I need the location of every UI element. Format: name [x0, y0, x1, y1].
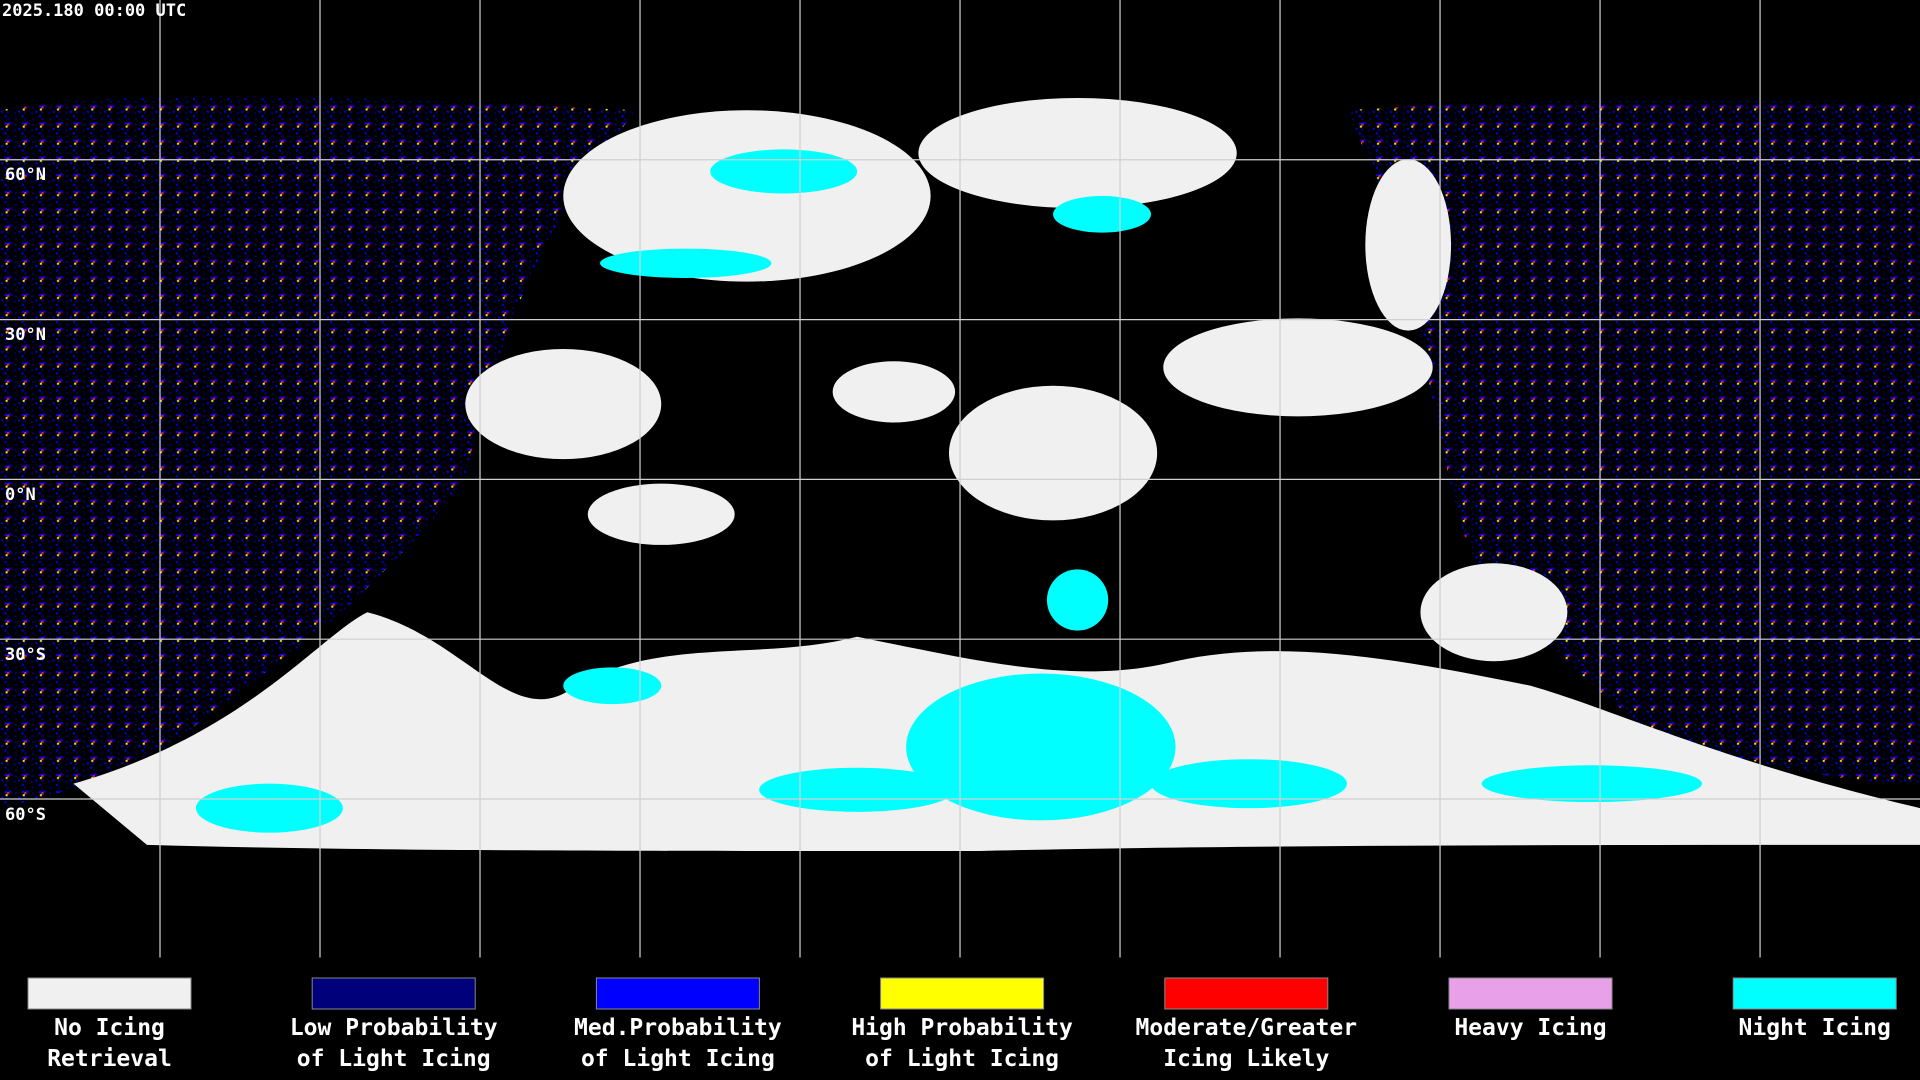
- cloud: [832, 361, 956, 423]
- cloud: [600, 248, 772, 278]
- cloud: [195, 783, 343, 833]
- legend-label: Heavy Icing: [1454, 1015, 1606, 1041]
- legend-label: of Light Icing: [581, 1046, 775, 1072]
- cloud: [465, 348, 662, 460]
- legend-swatch: [1164, 977, 1329, 1010]
- night-retrieval-area: [1346, 100, 1920, 784]
- latitude-labels: 60°N 30°N 0°N 30°S 60°S: [5, 165, 46, 825]
- cloud: [1163, 318, 1433, 417]
- legend-label: Med.Probability: [574, 1015, 782, 1041]
- cloud: [563, 667, 662, 705]
- cloud: [1151, 759, 1347, 809]
- legend-swatch: [1732, 977, 1897, 1010]
- cloud: [587, 483, 735, 545]
- latitude-label: 60°N: [5, 165, 46, 185]
- cloud: [1365, 159, 1452, 331]
- cloud: [906, 673, 1176, 821]
- cloud: [1420, 563, 1568, 662]
- legend-swatch: [311, 977, 476, 1010]
- cloud: [1046, 569, 1109, 631]
- legend-swatch: [880, 977, 1045, 1010]
- latitude-label: 0°N: [5, 485, 36, 505]
- latitude-label: 60°S: [5, 805, 46, 825]
- legend-swatch: [1448, 977, 1613, 1010]
- legend-label: High Probability: [851, 1015, 1073, 1041]
- legend-label: Icing Likely: [1163, 1046, 1329, 1072]
- legend-label: Night Icing: [1739, 1015, 1891, 1041]
- legend-label: No Icing: [54, 1015, 165, 1041]
- timestamp: 2025.180 00:00 UTC: [2, 1, 186, 21]
- cloud: [563, 110, 931, 282]
- legend-label: of Light Icing: [297, 1046, 491, 1072]
- legend-swatch: [27, 977, 192, 1010]
- cloud: [918, 97, 1237, 209]
- cloud: [759, 767, 956, 812]
- legend-label: Low Probability: [290, 1015, 498, 1041]
- night-retrieval-area: [0, 96, 637, 809]
- cloud: [948, 385, 1158, 521]
- graticule: [0, 0, 1920, 958]
- latitude-label: 30°S: [5, 645, 46, 665]
- legend-label: of Light Icing: [865, 1046, 1059, 1072]
- map: [0, 0, 1920, 958]
- legend: No Icing Retrieval Low Probability of Light…: [27, 977, 1897, 1072]
- legend-label: Retrieval: [47, 1046, 172, 1072]
- cloud: [710, 149, 858, 194]
- latitude-label: 30°N: [5, 325, 46, 345]
- legend-swatch: [595, 977, 760, 1010]
- cloud: [1481, 765, 1703, 803]
- legend-label: Moderate/Greater: [1136, 1015, 1358, 1041]
- cloud: [1053, 195, 1152, 233]
